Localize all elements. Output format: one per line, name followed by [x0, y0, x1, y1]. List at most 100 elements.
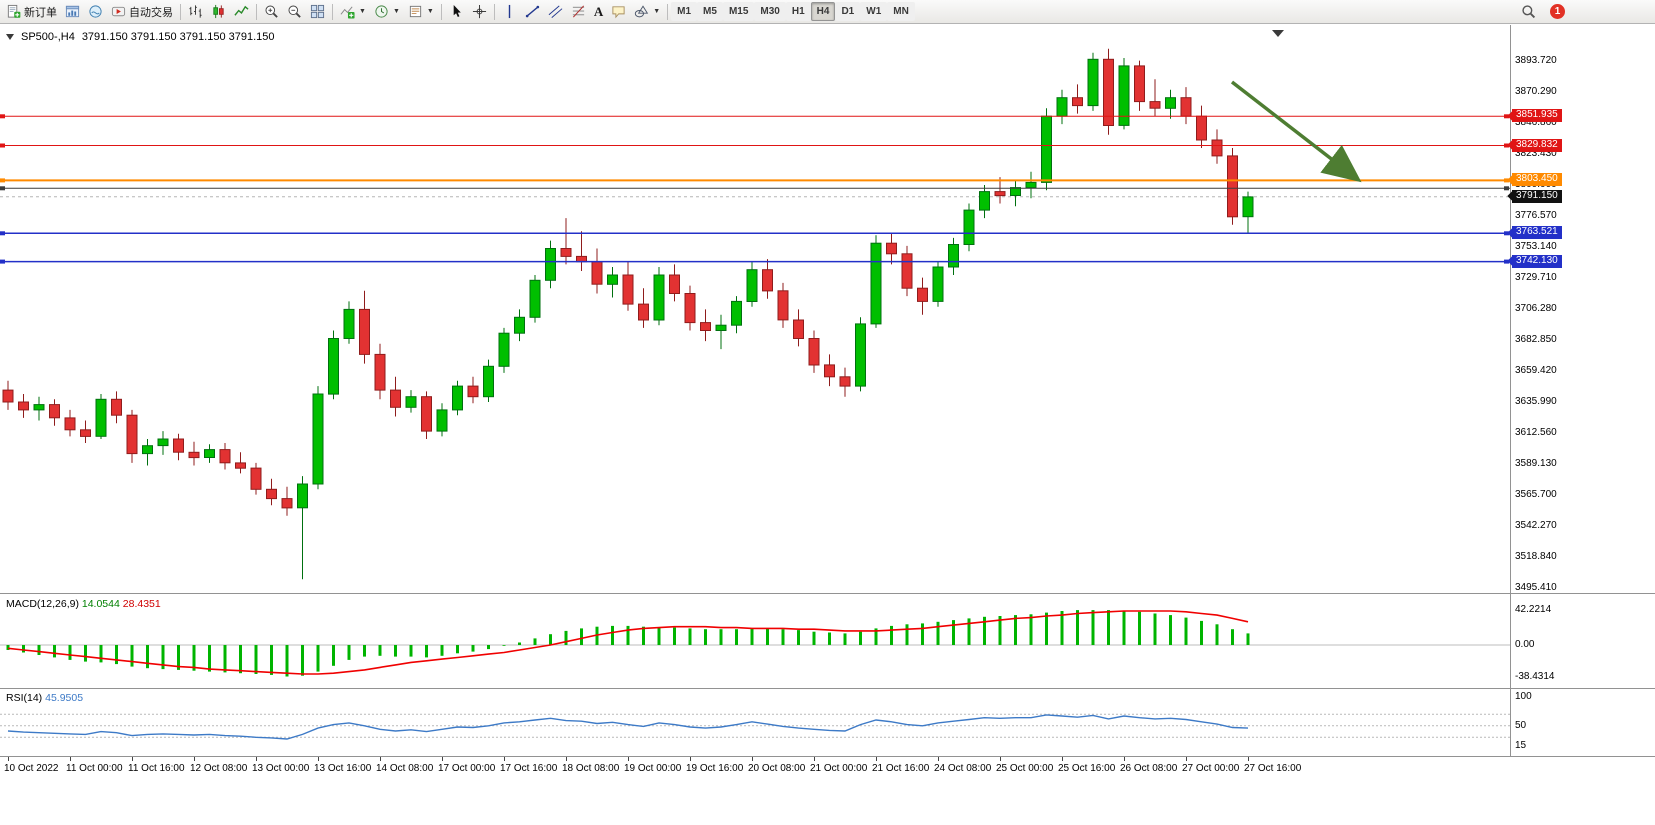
time-axis-tick [442, 757, 443, 761]
indicators-dropdown-caret[interactable]: ▼ [359, 8, 366, 15]
level-line-right-marker [1504, 259, 1509, 264]
pane-separator[interactable] [0, 688, 1655, 689]
toolbar-separator [667, 3, 669, 20]
time-axis-label[interactable]: 21 Oct 00:00 [810, 763, 868, 774]
timeframe-m15-button[interactable]: M15 [722, 2, 755, 21]
time-axis-label[interactable]: 13 Oct 16:00 [314, 763, 372, 774]
search-button[interactable] [1517, 2, 1540, 22]
pane-separator[interactable] [0, 593, 1655, 594]
time-axis-tick [566, 757, 567, 761]
price-chart-pane[interactable] [0, 28, 1510, 593]
tile-windows-button[interactable] [306, 2, 329, 22]
fibonacci-button[interactable] [567, 2, 590, 22]
macd-pane[interactable] [0, 595, 1510, 688]
periods-button[interactable]: ▼ [370, 2, 404, 22]
crosshair-button[interactable] [468, 2, 491, 22]
time-axis-label[interactable]: 13 Oct 00:00 [252, 763, 310, 774]
price-tag-3851.935: 3851.935 [1507, 109, 1562, 123]
candlestick-chart-button[interactable] [207, 2, 230, 22]
one-click-trading-toggle[interactable] [6, 34, 14, 40]
autotrading-label: 自动交易 [129, 6, 173, 19]
trend-arrow[interactable] [1230, 80, 1362, 183]
time-axis-tick [628, 757, 629, 761]
new-order-button[interactable]: 新订单 [2, 2, 61, 22]
toolbar-separator [180, 3, 181, 20]
time-axis-label[interactable]: 14 Oct 08:00 [376, 763, 434, 774]
timeframe-h4-button[interactable]: H4 [810, 2, 836, 21]
time-axis-label[interactable]: 19 Oct 00:00 [624, 763, 682, 774]
timeframe-m5-button[interactable]: M5 [697, 2, 723, 21]
time-axis-tick [1248, 757, 1249, 761]
zoom-in-button[interactable] [260, 2, 283, 22]
time-axis-label[interactable]: 25 Oct 16:00 [1058, 763, 1116, 774]
indicators-icon [340, 4, 355, 19]
macd-main-value: 14.0544 [81, 598, 120, 610]
level-lines[interactable] [0, 114, 1510, 264]
time-axis-tick [504, 757, 505, 761]
time-axis-tick [256, 757, 257, 761]
trendline-button[interactable] [521, 2, 544, 22]
timeframe-mn-button[interactable]: MN [887, 2, 915, 21]
time-axis-label[interactable]: 11 Oct 00:00 [66, 763, 123, 774]
trendline-icon [525, 4, 540, 19]
time-axis-label[interactable]: 11 Oct 16:00 [128, 763, 185, 774]
price-axis-label: 3893.720 [1515, 55, 1557, 66]
timeframe-w1-button[interactable]: W1 [860, 2, 888, 21]
cursor-button[interactable] [445, 2, 468, 22]
time-axis-label[interactable]: 10 Oct 2022 [4, 763, 59, 774]
line-chart-button[interactable] [230, 2, 253, 22]
templates-dropdown-caret[interactable]: ▼ [426, 8, 434, 15]
time-axis-label[interactable]: 17 Oct 00:00 [438, 763, 496, 774]
chart-shift-marker[interactable] [1272, 30, 1284, 37]
time-axis-label[interactable]: 26 Oct 08:00 [1120, 763, 1178, 774]
new-order-icon [6, 4, 21, 19]
channel-button[interactable] [544, 2, 567, 22]
vertical-line-button[interactable] [498, 2, 521, 22]
time-axis-label[interactable]: 25 Oct 00:00 [996, 763, 1054, 774]
current-price-tag: 3791.150 [1507, 189, 1562, 203]
time-axis-tick [752, 757, 753, 761]
shapes-button[interactable]: ▼ [630, 2, 664, 22]
charts-button[interactable] [61, 2, 84, 22]
text-tool-button[interactable]: A [590, 2, 607, 22]
profiles-button[interactable] [84, 2, 107, 22]
time-axis-label[interactable]: 24 Oct 08:00 [934, 763, 992, 774]
timeframe-m1-button[interactable]: M1 [671, 2, 698, 21]
time-axis-tick [70, 757, 71, 761]
channel-icon [548, 4, 563, 19]
arrow-label-icon [611, 4, 626, 19]
bar-chart-button[interactable] [184, 2, 207, 22]
notification-badge[interactable]: 1 [1550, 4, 1565, 19]
timeframe-d1-button[interactable]: D1 [835, 2, 861, 21]
zoom-out-button[interactable] [283, 2, 306, 22]
price-axis-label: 3589.130 [1515, 458, 1557, 469]
line-chart-icon [234, 4, 249, 19]
rsi-pane[interactable] [0, 690, 1510, 757]
time-axis-label[interactable]: 12 Oct 08:00 [190, 763, 248, 774]
time-axis-label[interactable]: 18 Oct 08:00 [562, 763, 620, 774]
price-axis-label: 3682.850 [1515, 334, 1557, 345]
timeframe-h1-button[interactable]: H1 [785, 2, 811, 21]
time-axis-label[interactable]: 27 Oct 16:00 [1244, 763, 1302, 774]
arrow-label-button[interactable] [607, 2, 630, 22]
autotrading-button[interactable]: 自动交易 [107, 2, 177, 22]
time-axis-label[interactable]: 20 Oct 08:00 [748, 763, 806, 774]
chart-ohlc: 3791.150 3791.150 3791.150 3791.150 [81, 31, 275, 43]
indicators-button[interactable]: ▼ [336, 2, 370, 22]
templates-button[interactable]: ▼ [404, 2, 438, 22]
rsi-value: 45.9505 [45, 692, 84, 704]
time-axis-tick [8, 757, 9, 761]
time-axis-label[interactable]: 21 Oct 16:00 [872, 763, 930, 774]
toolbar-separator [256, 3, 257, 20]
macd-signal-line [7, 610, 1249, 675]
time-axis-label[interactable]: 19 Oct 16:00 [686, 763, 744, 774]
timeframe-m30-button[interactable]: M30 [754, 2, 786, 21]
time-axis-label[interactable]: 17 Oct 16:00 [500, 763, 558, 774]
periods-dropdown-caret[interactable]: ▼ [392, 8, 400, 15]
price-axis-label: 3542.270 [1515, 520, 1557, 531]
time-axis-label[interactable]: 27 Oct 00:00 [1182, 763, 1240, 774]
macd-histogram [6, 610, 1250, 677]
level-line-left-marker [0, 178, 5, 183]
shapes-dropdown-caret[interactable]: ▼ [653, 8, 661, 15]
toolbar-separator [332, 3, 333, 20]
